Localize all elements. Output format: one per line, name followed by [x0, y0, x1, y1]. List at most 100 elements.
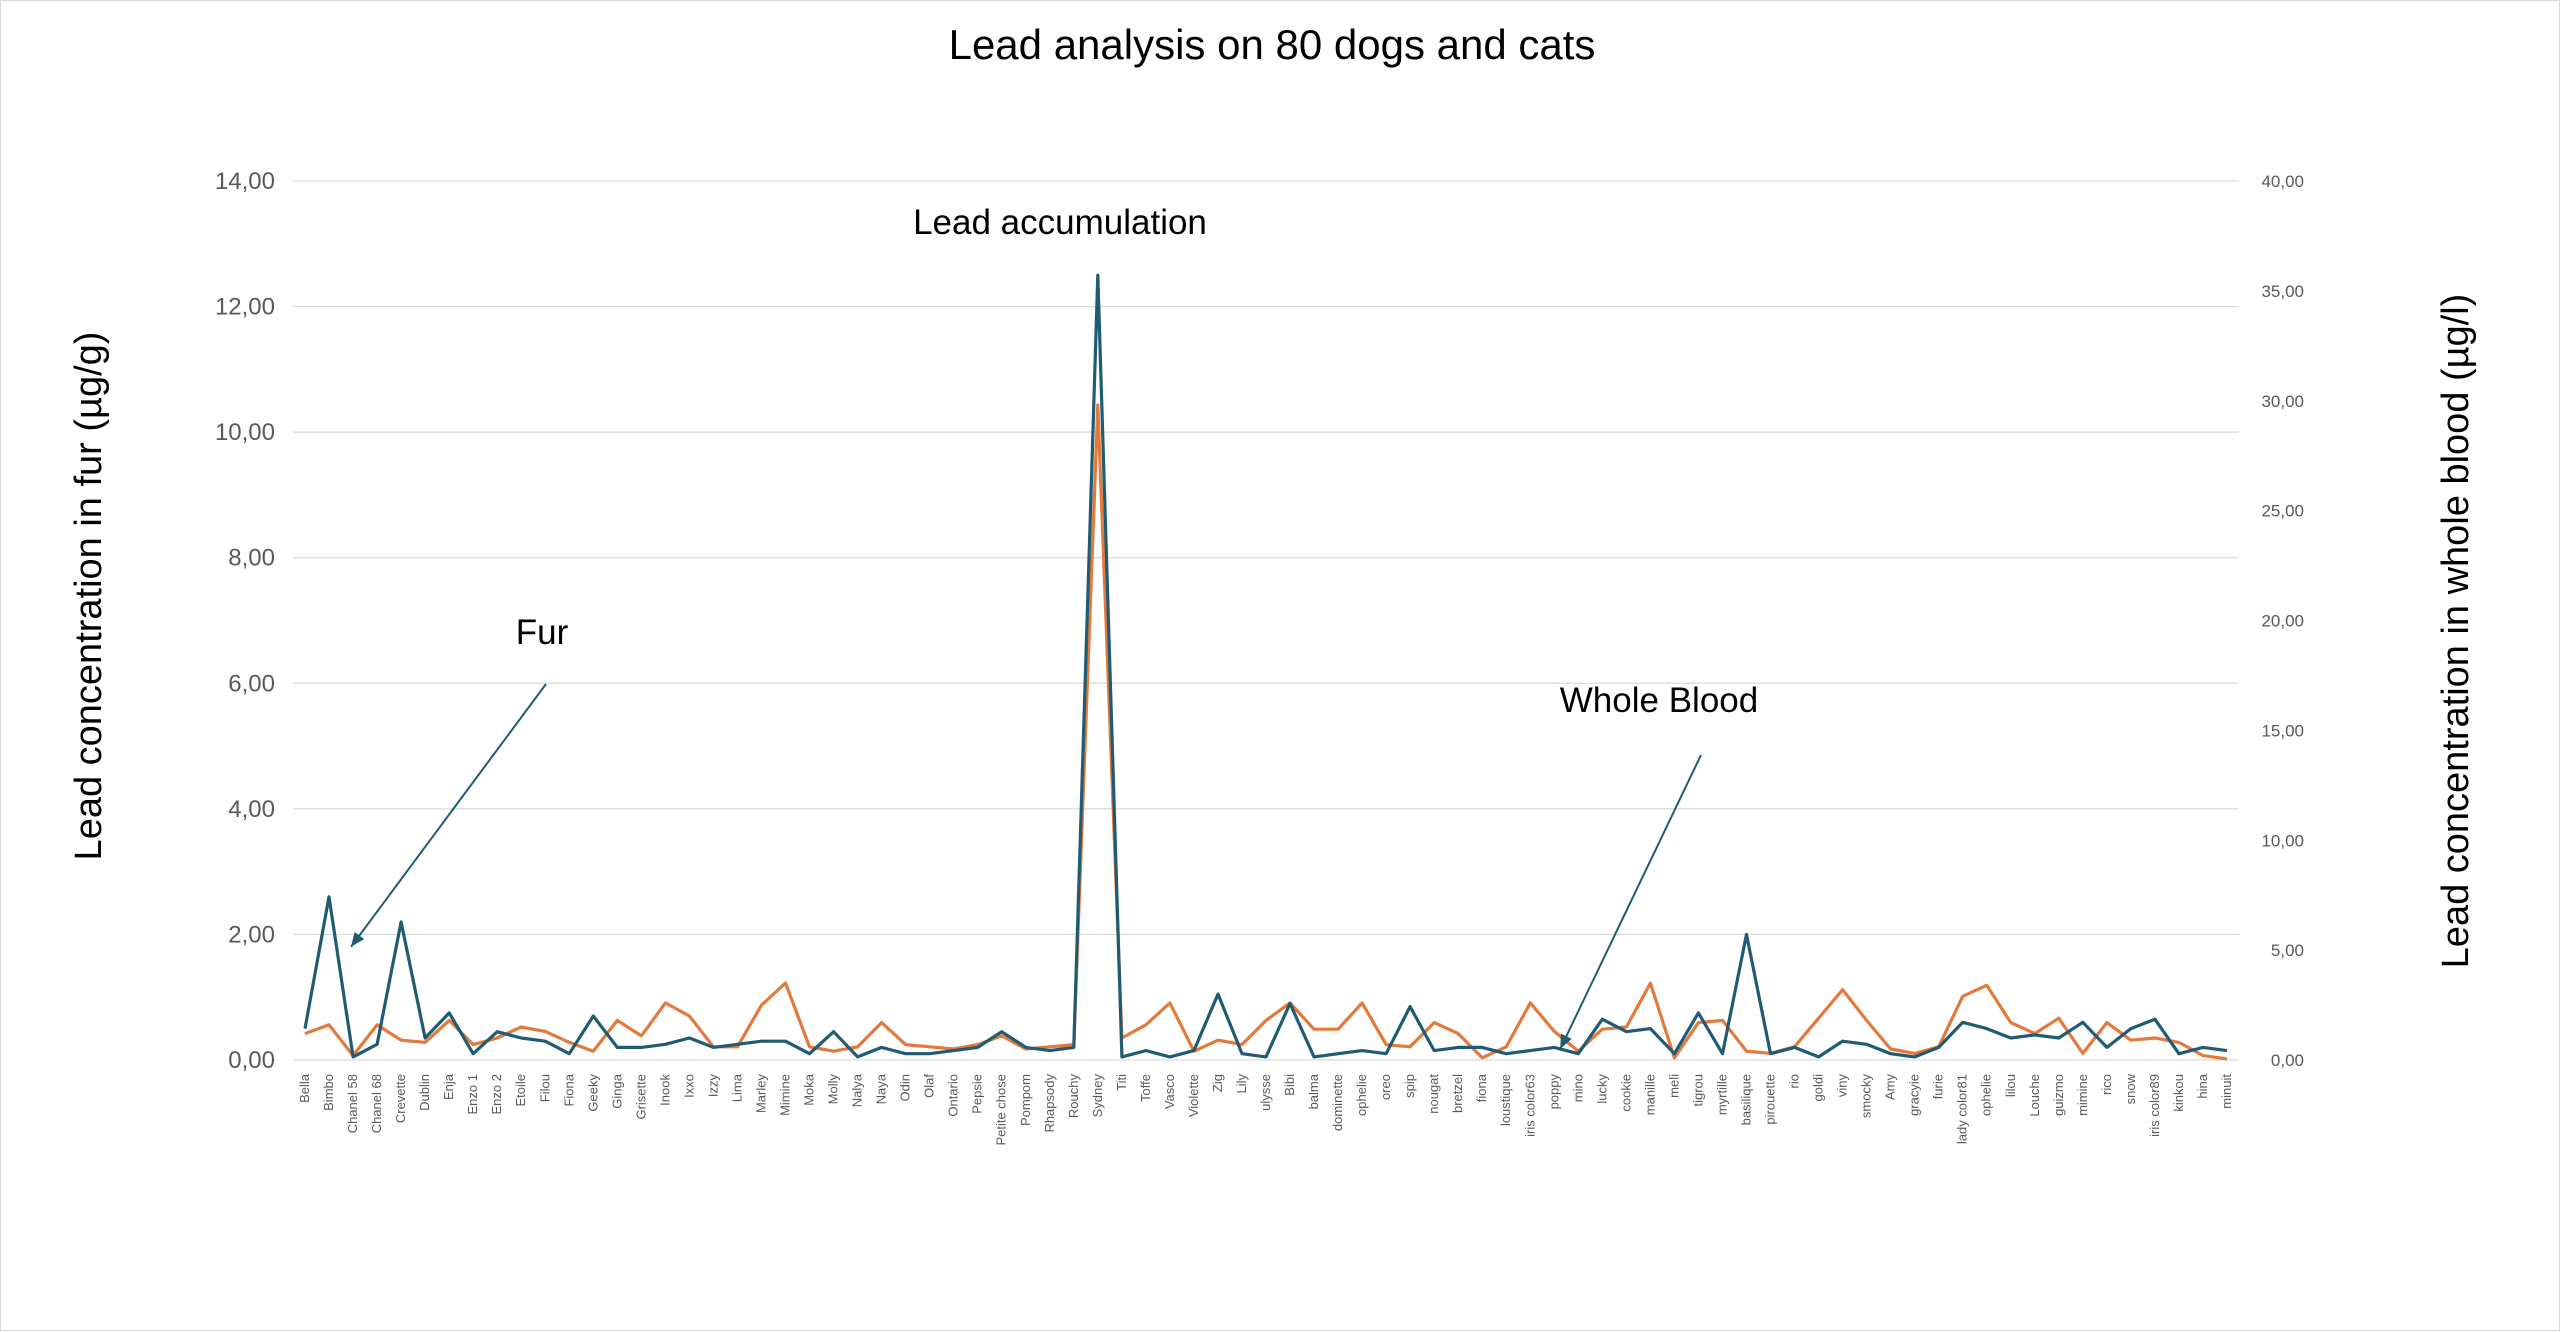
x-tick-label: Ginga	[609, 1073, 624, 1108]
right-tick-label: 35,00	[2261, 282, 2304, 301]
gridlines	[293, 180, 2239, 1061]
x-tick-label: lady color81	[1955, 1074, 1970, 1144]
x-tick-label: Chanel 58	[345, 1074, 360, 1133]
chart-title: Lead analysis on 80 dogs and cats	[949, 21, 1596, 68]
x-tick-label: Chanel 68	[369, 1074, 384, 1133]
x-tick-label: Enzo 2	[489, 1074, 504, 1114]
x-tick-label: Geeky	[585, 1074, 600, 1112]
right-tick-label: 15,00	[2261, 721, 2304, 740]
x-tick-label: Lily	[1234, 1074, 1249, 1094]
annotation-whole-blood-arrow	[1559, 754, 1702, 1050]
x-tick-label: Rhapsody	[1042, 1074, 1057, 1133]
left-tick-label: 14,00	[215, 168, 275, 195]
x-tick-label: hina	[2195, 1073, 2210, 1098]
left-tick-label: 4,00	[228, 796, 275, 823]
x-tick-label: guizmo	[2051, 1074, 2066, 1116]
x-tick-label: Crevette	[393, 1074, 408, 1123]
series-lines	[303, 273, 2228, 1061]
x-tick-label: minuit	[2219, 1074, 2234, 1109]
x-tick-label: nougat	[1426, 1074, 1441, 1114]
x-tick-label: bretzel	[1450, 1074, 1465, 1113]
x-tick-label: Dublin	[417, 1074, 432, 1111]
right-tick-label: 5,00	[2271, 941, 2304, 960]
x-tick-label: Odin	[898, 1074, 913, 1101]
right-axis-ticks: 0,00 5,00 10,00 15,00 20,00 25,00 30,00 35,00 40…	[2261, 172, 2304, 1070]
x-tick-label: loustique	[1498, 1074, 1513, 1126]
x-tick-label: poppy	[1546, 1074, 1561, 1110]
right-axis-title: Lead concentration in whole blood (µg/l)	[2435, 294, 2477, 969]
x-tick-label: spip	[1402, 1074, 1417, 1098]
x-tick-label: cookie	[1618, 1074, 1633, 1112]
x-axis-ticks: Bella Bimbo Chanel 58 Chanel 68 Crevette Dubl…	[297, 1073, 2234, 1145]
x-tick-label: Nalya	[850, 1073, 865, 1107]
x-tick-label: basilique	[1738, 1074, 1753, 1125]
x-tick-label: tigrou	[1690, 1074, 1705, 1107]
x-tick-label: Ixxo	[681, 1074, 696, 1098]
x-tick-label: Filou	[537, 1074, 552, 1102]
x-tick-label: goldi	[1811, 1074, 1826, 1102]
x-tick-label: Bella	[297, 1073, 312, 1103]
annotation-whole-blood: Whole Blood	[1560, 681, 1758, 720]
x-tick-label: Grisette	[633, 1074, 648, 1120]
x-tick-label: Inook	[657, 1074, 672, 1106]
x-tick-label: Fiona	[561, 1073, 576, 1106]
x-tick-label: ophelie	[1979, 1074, 1994, 1116]
x-tick-label: manille	[1642, 1074, 1657, 1115]
x-tick-label: Zig	[1210, 1074, 1225, 1092]
x-tick-label: Molly	[826, 1074, 841, 1105]
x-tick-label: Naya	[874, 1073, 889, 1104]
x-tick-label: Louche	[2027, 1074, 2042, 1117]
left-axis-ticks: 0,00 2,00 4,00 6,00 8,00 10,00 12,00 14,00	[215, 168, 275, 1074]
left-axis-title: Lead concentration in fur (µg/g)	[68, 332, 110, 861]
x-tick-label: rio	[1787, 1074, 1802, 1088]
x-tick-label: lilou	[2003, 1074, 2018, 1097]
right-tick-label: 20,00	[2261, 612, 2304, 631]
x-tick-label: Bibi	[1282, 1074, 1297, 1096]
left-tick-label: 2,00	[228, 921, 275, 948]
x-tick-label: Etoile	[513, 1074, 528, 1107]
x-tick-label: myrtille	[1714, 1074, 1729, 1115]
x-tick-label: Bimbo	[321, 1074, 336, 1111]
x-tick-label: balma	[1306, 1073, 1321, 1109]
x-tick-label: rico	[2099, 1074, 2114, 1095]
x-tick-label: iris color63	[1522, 1074, 1537, 1137]
x-tick-label: Toffe	[1138, 1074, 1153, 1102]
x-tick-label: Izzy	[705, 1074, 720, 1098]
x-tick-label: Vasco	[1162, 1074, 1177, 1109]
x-tick-label: Amy	[1883, 1074, 1898, 1101]
x-tick-label: Moka	[802, 1073, 817, 1106]
x-tick-label: snow	[2123, 1073, 2138, 1104]
left-tick-label: 0,00	[228, 1047, 275, 1074]
left-tick-label: 8,00	[228, 545, 275, 572]
x-tick-label: Enzo 1	[465, 1074, 480, 1114]
right-tick-label: 10,00	[2261, 831, 2304, 850]
x-tick-label: Lima	[729, 1073, 744, 1102]
x-tick-label: meli	[1666, 1074, 1681, 1098]
x-tick-label: Sydney	[1090, 1074, 1105, 1118]
left-tick-label: 10,00	[215, 419, 275, 446]
x-tick-label: Mimine	[778, 1074, 793, 1116]
left-tick-label: 12,00	[215, 294, 275, 321]
x-tick-label: kinkou	[2171, 1074, 2186, 1112]
right-tick-label: 30,00	[2261, 392, 2304, 411]
annotations: Fur Whole Blood Lead accumulation	[350, 203, 1758, 1050]
x-tick-label: Titi	[1114, 1074, 1129, 1091]
annotation-whole-blood-arrow-head	[1560, 1033, 1572, 1049]
right-tick-label: 0,00	[2271, 1051, 2304, 1070]
series-line-fur	[303, 273, 2228, 1059]
x-tick-label: Violette	[1186, 1074, 1201, 1117]
annotation-fur-arrow	[350, 683, 547, 948]
x-tick-label: Enja	[441, 1073, 456, 1100]
series-line-whole-blood	[304, 403, 2228, 1061]
x-tick-label: ophelie	[1354, 1074, 1369, 1116]
annotation-lead-accumulation: Lead accumulation	[913, 203, 1207, 242]
x-tick-label: oreo	[1378, 1074, 1393, 1100]
x-tick-label: Olaf	[922, 1074, 937, 1098]
x-tick-label: pirouette	[1763, 1074, 1778, 1125]
x-tick-label: Pepsie	[970, 1074, 985, 1114]
x-tick-label: lucky	[1594, 1074, 1609, 1104]
x-tick-label: Marley	[753, 1074, 768, 1114]
annotation-fur-arrow-head	[351, 931, 365, 947]
